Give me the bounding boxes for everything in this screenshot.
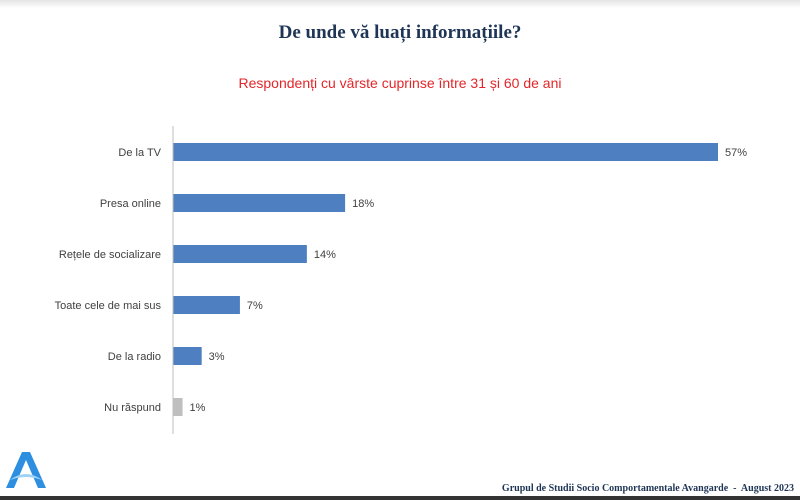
bottom-bar [0,496,800,500]
category-label: Presa online [100,198,161,210]
category-label: De la TV [118,147,161,159]
footer-org: Grupul de Studii Socio Comportamentale A… [501,483,729,494]
top-shade [0,0,800,8]
chart-subtitle: Respondenți cu vârste cuprinse între 31 … [238,75,562,91]
bar [173,245,307,263]
value-label: 1% [190,402,206,414]
category-label: Toate cele de mai sus [55,300,162,312]
category-label: Rețele de socializare [59,249,161,261]
bar [173,194,346,212]
avangarde-logo [6,452,46,488]
chart-title: De unde vă luați informațiile? [278,22,522,43]
bar [173,347,202,365]
value-label: 3% [209,351,225,363]
value-label: 57% [725,147,747,159]
bar [173,143,718,161]
category-label: Nu răspund [104,402,161,414]
bar [173,398,183,416]
value-label: 18% [352,198,374,210]
category-label: De la radio [108,351,161,363]
value-label: 14% [314,249,336,261]
bar [173,296,240,314]
value-label: 7% [247,300,263,312]
footer-date: - August 2023 [728,483,794,494]
footer-credit: Grupul de Studii Socio Comportamentale A… [502,483,794,494]
